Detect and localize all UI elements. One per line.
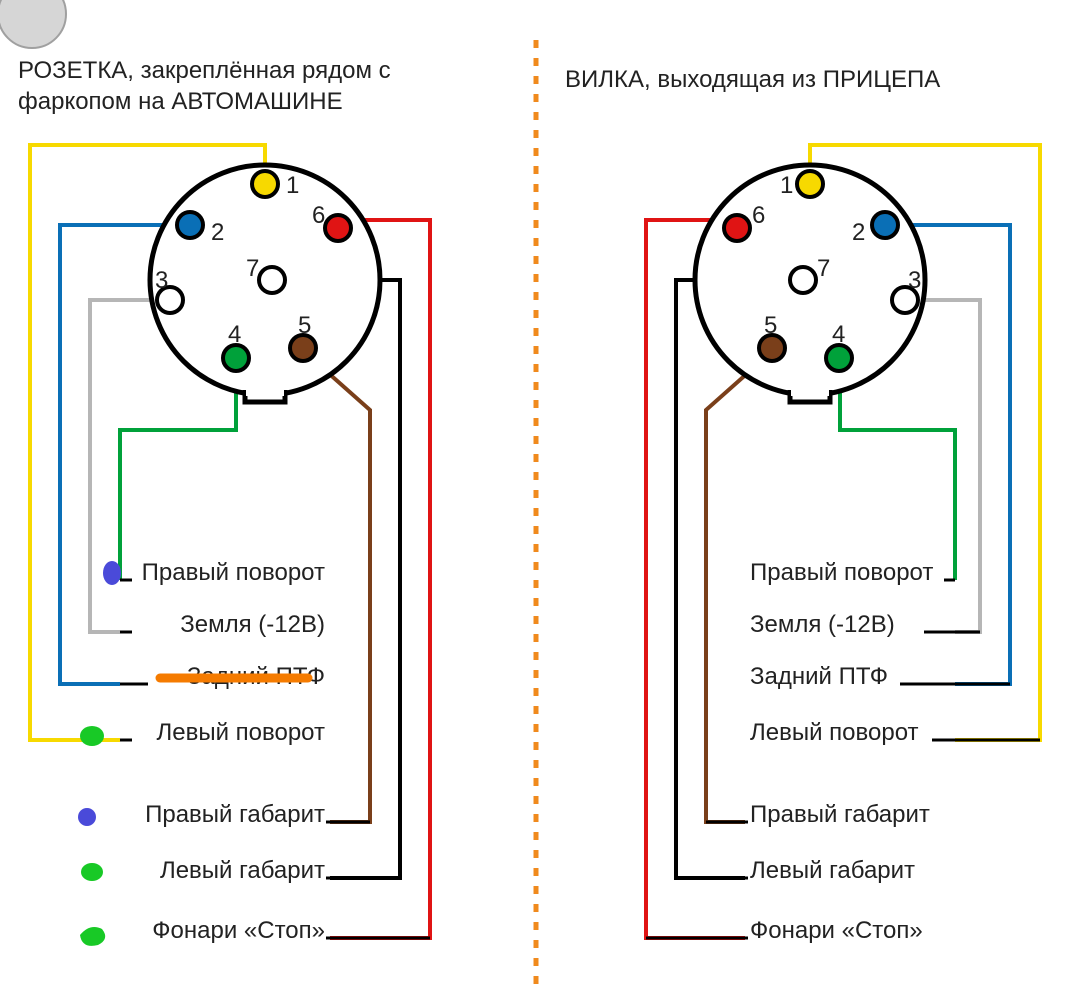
marker-blob-5 — [80, 927, 105, 946]
pinnum-6-left: 6 — [312, 202, 325, 229]
label-stop-left: Фонари «Стоп» — [152, 917, 325, 944]
label-right-marker-left: Правый габарит — [145, 801, 325, 828]
pin-7-right — [790, 267, 816, 293]
marker-dot-1 — [103, 561, 121, 585]
wire-green-left — [120, 367, 236, 580]
wire-green-right — [840, 367, 955, 580]
marker-dot-2 — [80, 726, 104, 746]
label-left-turn-right: Левый поворот — [750, 719, 919, 746]
pinnum-4-left: 4 — [228, 321, 241, 348]
label-left-turn-left: Левый поворот — [156, 719, 325, 746]
wire-brown-right — [706, 355, 768, 822]
pin-7-left — [259, 267, 285, 293]
label-left-marker-left: Левый габарит — [160, 857, 325, 884]
pin-2-left — [177, 212, 203, 238]
pin-6-right — [724, 215, 750, 241]
label-ground-left: Земля (-12В) — [180, 611, 325, 638]
label-stop-right: Фонари «Стоп» — [750, 917, 923, 944]
label-right-turn-right: Правый поворот — [750, 559, 933, 586]
pin-4-right — [826, 345, 852, 371]
pinnum-1-left: 1 — [286, 172, 299, 199]
label-left-marker-right: Левый габарит — [750, 857, 915, 884]
pinnum-5-left: 5 — [298, 312, 311, 339]
pinnum-1-right: 1 — [780, 172, 793, 199]
marker-dot-4 — [81, 863, 103, 881]
pin-1-left — [252, 171, 278, 197]
label-ground-right: Земля (-12В) — [750, 611, 895, 638]
pin-4-left — [223, 345, 249, 371]
left-diagram: 1 2 3 4 5 6 7 Правый поворот Земля (-12В… — [30, 145, 430, 946]
pin-2-right — [872, 212, 898, 238]
pinnum-4-right: 4 — [832, 321, 845, 348]
pinnum-6-right: 6 — [752, 202, 765, 229]
marker-dot-3 — [78, 808, 96, 826]
pinnum-7-left: 7 — [246, 255, 259, 282]
pinnum-2-left: 2 — [211, 219, 224, 246]
pinnum-7-right: 7 — [817, 255, 830, 282]
label-right-turn-left: Правый поворот — [142, 559, 325, 586]
pinnum-3-left: 3 — [155, 267, 168, 294]
label-rear-fog-right: Задний ПТФ — [750, 663, 888, 690]
label-right-marker-right: Правый габарит — [750, 801, 930, 828]
pin-6-left — [325, 215, 351, 241]
right-diagram: 1 2 3 4 5 6 7 Правый поворот Земля (-12В… — [646, 145, 1040, 944]
pinnum-5-right: 5 — [764, 312, 777, 339]
pinnum-3-right: 3 — [908, 267, 921, 294]
pin-1-right — [797, 171, 823, 197]
pinnum-2-right: 2 — [852, 219, 865, 246]
wire-brown-left — [308, 355, 370, 822]
